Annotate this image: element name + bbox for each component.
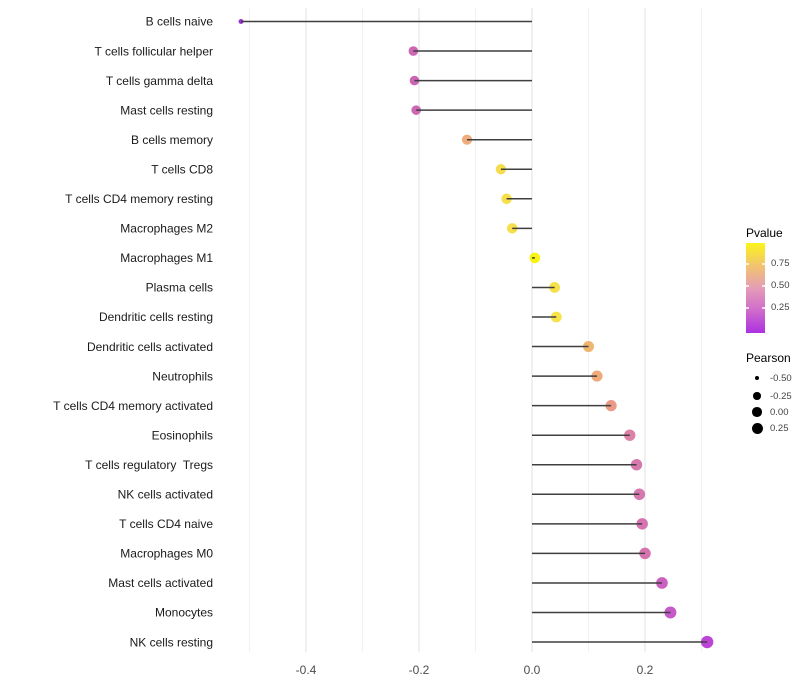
y-axis-label: T cells CD4 memory activated (53, 399, 213, 413)
data-point (656, 577, 668, 589)
y-axis-label: Macrophages M2 (120, 222, 213, 236)
y-axis-label: T cells follicular helper (95, 44, 214, 58)
y-axis-label: Mast cells resting (120, 103, 213, 117)
x-axis-tick-label: 0.2 (637, 663, 654, 677)
y-axis-label: T cells gamma delta (106, 74, 213, 88)
y-axis-label: B cells memory (131, 133, 213, 147)
y-axis-label: Mast cells activated (108, 576, 213, 590)
y-axis-label: Eosinophils (152, 428, 213, 442)
y-axis-label: T cells regulatory Tregs (85, 458, 213, 472)
y-axis-label: Neutrophils (152, 369, 213, 383)
x-axis-tick-label: 0.0 (524, 663, 541, 677)
y-axis-label: NK cells resting (130, 635, 213, 649)
y-axis-label: Monocytes (155, 606, 213, 620)
y-axis-label: T cells CD8 (151, 162, 213, 176)
y-axis-label: Plasma cells (146, 281, 213, 295)
y-axis-label: Macrophages M0 (120, 547, 213, 561)
y-axis-label: B cells naive (146, 15, 214, 29)
x-axis-tick-label: -0.2 (409, 663, 430, 677)
y-axis-label: Dendritic cells activated (87, 340, 213, 354)
y-axis-label: T cells CD4 naive (119, 517, 213, 531)
y-axis-label: T cells CD4 memory resting (65, 192, 213, 206)
y-axis-label: Macrophages M1 (120, 251, 213, 265)
y-axis-label: Dendritic cells resting (99, 310, 213, 324)
y-axis-label: NK cells activated (118, 488, 213, 502)
x-axis-tick-label: -0.4 (296, 663, 317, 677)
